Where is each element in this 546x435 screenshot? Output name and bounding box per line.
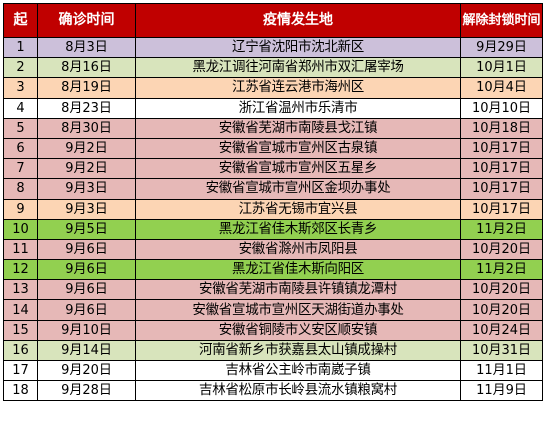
cell-index: 8: [3, 178, 38, 200]
cell-location: 浙江省温州市乐清市: [135, 97, 461, 119]
cell-confirmed-date: 8月16日: [37, 57, 136, 79]
table-body: 1 8月3日 辽宁省沈阳市沈北新区 9月29日 2 8月16日 黑龙江调往河南省郑州市双汇屠…: [3, 36, 543, 402]
cell-lifted-date: 10月18日: [460, 117, 543, 139]
cell-lifted-date: 10月17日: [460, 198, 543, 220]
cell-index: 2: [3, 57, 38, 79]
cell-location: 江苏省无锡市宜兴县: [135, 198, 461, 220]
cell-confirmed-date: 9月2日: [37, 137, 136, 160]
cell-index: 12: [3, 259, 38, 281]
cell-index: 3: [3, 77, 38, 99]
cell-confirmed-date: 9月20日: [37, 359, 136, 382]
cell-location: 吉林省公主岭市南崴子镇: [135, 359, 461, 382]
table-row: 9 9月3日 江苏省无锡市宜兴县 10月17日: [3, 198, 543, 220]
cell-lifted-date: 11月2日: [460, 259, 543, 281]
table-row: 8 9月3日 安徽省宣城市宣州区金坝办事处 10月17日: [3, 178, 543, 200]
cell-index: 17: [3, 359, 38, 382]
cell-lifted-date: 10月20日: [460, 279, 543, 301]
cell-index: 5: [3, 117, 38, 139]
cell-index: 9: [3, 198, 38, 220]
cell-location: 安徽省芜湖市南陵县许镇镇龙潭村: [135, 279, 461, 301]
table-row: 3 8月19日 江苏省连云港市海州区 10月4日: [3, 77, 543, 99]
cell-confirmed-date: 8月19日: [37, 77, 136, 99]
cell-location: 安徽省宣城市宣州区金坝办事处: [135, 178, 461, 200]
cell-confirmed-date: 8月23日: [37, 97, 136, 119]
header-lifted-date: 解除封锁时间: [460, 3, 543, 38]
cell-index: 15: [3, 319, 38, 341]
table-row: 4 8月23日 浙江省温州市乐清市 10月10日: [3, 97, 543, 119]
table-row: 17 9月20日 吉林省公主岭市南崴子镇 11月1日: [3, 359, 543, 382]
cell-lifted-date: 9月29日: [460, 36, 543, 59]
cell-confirmed-date: 9月6日: [37, 279, 136, 301]
cell-lifted-date: 10月24日: [460, 319, 543, 341]
cell-index: 11: [3, 238, 38, 261]
cell-location: 安徽省宣城市宣州区天湖街道办事处: [135, 299, 461, 321]
cell-location: 安徽省滁州市凤阳县: [135, 238, 461, 261]
cell-location: 安徽省宣城市宣州区古泉镇: [135, 137, 461, 160]
cell-index: 10: [3, 218, 38, 240]
table-row: 15 9月10日 安徽省铜陵市义安区顺安镇 10月24日: [3, 319, 543, 341]
cell-confirmed-date: 9月14日: [37, 339, 136, 362]
header-index: 起: [3, 3, 38, 38]
cell-lifted-date: 11月1日: [460, 359, 543, 382]
outbreak-table: 起 确诊时间 疫情发生地 解除封锁时间 1 8月3日 辽宁省沈阳市沈北新区 9月29日…: [3, 3, 543, 402]
cell-lifted-date: 11月9日: [460, 380, 543, 402]
cell-index: 14: [3, 299, 38, 321]
header-location: 疫情发生地: [135, 3, 461, 38]
cell-lifted-date: 11月2日: [460, 218, 543, 240]
cell-index: 13: [3, 279, 38, 301]
cell-location: 河南省新乡市获嘉县太山镇成操村: [135, 339, 461, 362]
cell-lifted-date: 10月1日: [460, 57, 543, 79]
cell-confirmed-date: 9月10日: [37, 319, 136, 341]
cell-confirmed-date: 8月30日: [37, 117, 136, 139]
cell-location: 黑龙江调往河南省郑州市双汇屠宰场: [135, 57, 461, 79]
cell-confirmed-date: 9月3日: [37, 178, 136, 200]
table-row: 14 9月6日 安徽省宣城市宣州区天湖街道办事处 10月20日: [3, 299, 543, 321]
cell-lifted-date: 10月20日: [460, 238, 543, 261]
table-row: 16 9月14日 河南省新乡市获嘉县太山镇成操村 10月31日: [3, 339, 543, 362]
cell-lifted-date: 10月17日: [460, 158, 543, 180]
table-row: 1 8月3日 辽宁省沈阳市沈北新区 9月29日: [3, 36, 543, 59]
cell-index: 7: [3, 158, 38, 180]
table-row: 11 9月6日 安徽省滁州市凤阳县 10月20日: [3, 238, 543, 261]
table-row: 7 9月2日 安徽省宣城市宣州区五星乡 10月17日: [3, 158, 543, 180]
table-row: 10 9月5日 黑龙江省佳木斯郊区长青乡 11月2日: [3, 218, 543, 240]
cell-index: 6: [3, 137, 38, 160]
cell-index: 16: [3, 339, 38, 362]
outbreak-table-container: 起 确诊时间 疫情发生地 解除封锁时间 1 8月3日 辽宁省沈阳市沈北新区 9月29日…: [3, 3, 543, 402]
table-row: 2 8月16日 黑龙江调往河南省郑州市双汇屠宰场 10月1日: [3, 57, 543, 79]
cell-location: 安徽省宣城市宣州区五星乡: [135, 158, 461, 180]
cell-lifted-date: 10月31日: [460, 339, 543, 362]
cell-index: 18: [3, 380, 38, 402]
cell-location: 辽宁省沈阳市沈北新区: [135, 36, 461, 59]
cell-location: 吉林省松原市长岭县流水镇粮窝村: [135, 380, 461, 402]
table-row: 5 8月30日 安徽省芜湖市南陵县戈江镇 10月18日: [3, 117, 543, 139]
table-row: 18 9月28日 吉林省松原市长岭县流水镇粮窝村 11月9日: [3, 380, 543, 402]
table-row: 12 9月6日 黑龙江省佳木斯向阳区 11月2日: [3, 259, 543, 281]
cell-lifted-date: 10月17日: [460, 178, 543, 200]
cell-index: 1: [3, 36, 38, 59]
table-header-row: 起 确诊时间 疫情发生地 解除封锁时间: [3, 3, 543, 38]
cell-confirmed-date: 9月6日: [37, 238, 136, 261]
cell-confirmed-date: 8月3日: [37, 36, 136, 59]
cell-location: 江苏省连云港市海州区: [135, 77, 461, 99]
table-row: 13 9月6日 安徽省芜湖市南陵县许镇镇龙潭村 10月20日: [3, 279, 543, 301]
cell-confirmed-date: 9月5日: [37, 218, 136, 240]
cell-location: 安徽省芜湖市南陵县戈江镇: [135, 117, 461, 139]
cell-confirmed-date: 9月6日: [37, 259, 136, 281]
cell-confirmed-date: 9月3日: [37, 198, 136, 220]
cell-lifted-date: 10月10日: [460, 97, 543, 119]
cell-location: 黑龙江省佳木斯向阳区: [135, 259, 461, 281]
cell-confirmed-date: 9月28日: [37, 380, 136, 402]
cell-index: 4: [3, 97, 38, 119]
header-confirmed-date: 确诊时间: [37, 3, 136, 38]
cell-lifted-date: 10月17日: [460, 137, 543, 160]
cell-lifted-date: 10月4日: [460, 77, 543, 99]
table-row: 6 9月2日 安徽省宣城市宣州区古泉镇 10月17日: [3, 137, 543, 160]
cell-confirmed-date: 9月2日: [37, 158, 136, 180]
cell-confirmed-date: 9月6日: [37, 299, 136, 321]
cell-lifted-date: 10月20日: [460, 299, 543, 321]
cell-location: 黑龙江省佳木斯郊区长青乡: [135, 218, 461, 240]
cell-location: 安徽省铜陵市义安区顺安镇: [135, 319, 461, 341]
